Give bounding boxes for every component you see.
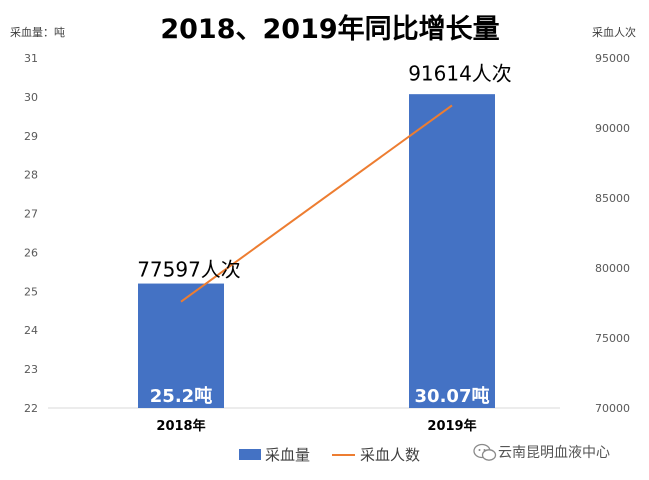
right-tick-label: 90000 bbox=[595, 122, 630, 135]
category-labels: 2018年 2019年 bbox=[156, 418, 476, 434]
category-label: 2019年 bbox=[427, 418, 476, 434]
bar-series: 25.2吨 30.07吨 bbox=[138, 94, 495, 409]
right-tick-label: 70000 bbox=[595, 402, 630, 415]
right-tick-label: 95000 bbox=[595, 52, 630, 65]
right-tick-label: 80000 bbox=[595, 262, 630, 275]
bar bbox=[409, 94, 495, 409]
watermark: 云南昆明血液中心 bbox=[473, 443, 610, 461]
left-tick-label: 28 bbox=[24, 169, 38, 182]
left-axis: 22 23 24 25 26 27 28 29 30 31 bbox=[24, 52, 38, 415]
chart-title: 2018、2019年同比增长量 bbox=[160, 13, 499, 45]
left-tick-label: 26 bbox=[24, 246, 38, 259]
bar-data-label: 25.2吨 bbox=[150, 385, 212, 407]
line-series: 77597人次 91614人次 bbox=[137, 61, 512, 303]
left-tick-label: 27 bbox=[24, 208, 38, 221]
series-line bbox=[180, 104, 453, 303]
right-axis-unit: 采血人次 bbox=[592, 25, 636, 39]
legend-swatch-bar bbox=[239, 449, 261, 460]
right-tick-label: 85000 bbox=[595, 192, 630, 205]
bar bbox=[138, 283, 224, 408]
watermark-text: 云南昆明血液中心 bbox=[498, 445, 610, 461]
legend-label-line: 采血人数 bbox=[360, 446, 420, 464]
legend-label-bar: 采血量 bbox=[265, 446, 310, 464]
left-tick-label: 22 bbox=[24, 402, 38, 415]
wechat-icon bbox=[473, 443, 497, 461]
line-data-label: 77597人次 bbox=[137, 258, 241, 282]
category-label: 2018年 bbox=[156, 418, 205, 434]
right-axis: 70000 75000 80000 85000 90000 95000 bbox=[595, 52, 630, 415]
left-tick-label: 29 bbox=[24, 130, 38, 143]
left-tick-label: 25 bbox=[24, 285, 38, 298]
left-tick-label: 23 bbox=[24, 363, 38, 376]
left-axis-unit: 采血量：吨 bbox=[10, 25, 65, 39]
left-tick-label: 31 bbox=[24, 52, 38, 65]
left-tick-label: 30 bbox=[24, 91, 38, 104]
legend: 采血量 采血人数 bbox=[239, 446, 420, 464]
line-data-label: 91614人次 bbox=[408, 61, 512, 85]
bar-data-label: 30.07吨 bbox=[415, 385, 490, 407]
left-tick-label: 24 bbox=[24, 324, 38, 337]
right-tick-label: 75000 bbox=[595, 332, 630, 345]
